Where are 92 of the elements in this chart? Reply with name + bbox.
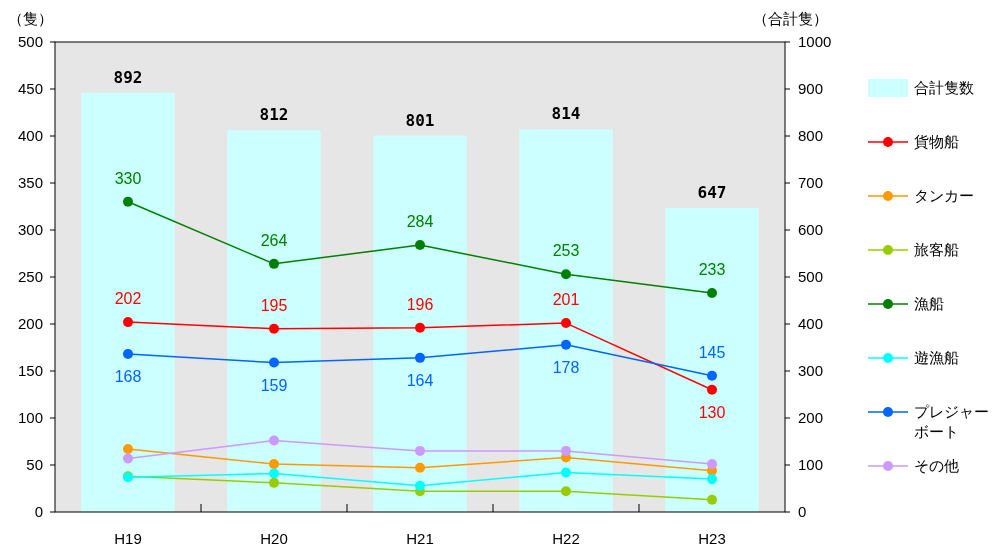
data-label: 201 bbox=[552, 291, 580, 309]
point bbox=[123, 444, 133, 455]
data-label: 159 bbox=[260, 376, 288, 394]
y-tick-label: 250 bbox=[17, 268, 43, 286]
y-tick-label: 200 bbox=[17, 315, 43, 333]
legend-label: プレジャーボート bbox=[914, 403, 989, 441]
bar bbox=[373, 135, 467, 512]
legend-label: 貨物船 bbox=[914, 133, 959, 151]
data-label: 812 bbox=[259, 105, 289, 125]
point bbox=[707, 370, 717, 381]
y2-tick-label: 200 bbox=[798, 409, 824, 427]
y-tick-label: 450 bbox=[17, 80, 43, 98]
data-label: 130 bbox=[698, 403, 726, 421]
point bbox=[269, 477, 279, 488]
data-label: 178 bbox=[552, 358, 580, 376]
point bbox=[269, 323, 279, 334]
point bbox=[707, 474, 717, 485]
data-label: 330 bbox=[114, 169, 142, 187]
point bbox=[561, 269, 571, 280]
point bbox=[269, 435, 279, 446]
point bbox=[561, 445, 571, 456]
point bbox=[269, 258, 279, 269]
y-tick-label: 400 bbox=[17, 127, 43, 145]
point bbox=[415, 480, 425, 491]
point bbox=[707, 459, 717, 470]
bar bbox=[81, 92, 175, 512]
legend-label: タンカー bbox=[914, 187, 974, 205]
y-tick-label: 500 bbox=[17, 33, 43, 51]
point bbox=[561, 467, 571, 478]
y2-tick-label: 400 bbox=[798, 315, 824, 333]
bar bbox=[519, 129, 613, 512]
x-tick-label: H22 bbox=[552, 530, 580, 547]
legend-label: 旅客船 bbox=[914, 241, 959, 259]
legend-label: 合計隻数 bbox=[914, 79, 974, 97]
point bbox=[269, 459, 279, 470]
legend-label: その他 bbox=[914, 457, 959, 475]
point bbox=[707, 384, 717, 395]
point bbox=[707, 287, 717, 298]
data-label: 195 bbox=[260, 296, 288, 314]
bar bbox=[665, 207, 759, 512]
y-tick-label: 100 bbox=[17, 409, 43, 427]
x-tick-label: H20 bbox=[260, 530, 288, 547]
data-label: 284 bbox=[406, 213, 434, 231]
point bbox=[415, 240, 425, 251]
point bbox=[269, 468, 279, 479]
x-tick-label: H23 bbox=[698, 530, 726, 547]
point bbox=[415, 445, 425, 456]
data-label: 233 bbox=[698, 260, 726, 278]
x-tick-label: H21 bbox=[406, 530, 434, 547]
point bbox=[415, 462, 425, 473]
data-label: 164 bbox=[406, 371, 434, 389]
data-label: 253 bbox=[552, 242, 580, 260]
data-label: 892 bbox=[113, 67, 143, 87]
point bbox=[415, 322, 425, 333]
y2-tick-label: 300 bbox=[798, 362, 824, 380]
y2-tick-label: 0 bbox=[798, 503, 807, 521]
point bbox=[123, 349, 133, 360]
point bbox=[561, 318, 571, 329]
data-label: 814 bbox=[551, 104, 581, 124]
point bbox=[269, 357, 279, 368]
y-axis-title: （隻） bbox=[8, 10, 53, 27]
legend-label: 漁船 bbox=[914, 295, 944, 313]
point bbox=[415, 352, 425, 363]
y2-tick-label: 100 bbox=[798, 456, 824, 474]
y2-tick-label: 600 bbox=[798, 221, 824, 239]
point bbox=[561, 339, 571, 350]
point bbox=[123, 453, 133, 464]
y-tick-label: 300 bbox=[17, 221, 43, 239]
point bbox=[561, 486, 571, 497]
y2-tick-label: 900 bbox=[798, 80, 824, 98]
y-tick-label: 150 bbox=[17, 362, 43, 380]
y2-tick-label: 700 bbox=[798, 174, 824, 192]
y-tick-label: 350 bbox=[17, 174, 43, 192]
data-label: 264 bbox=[260, 231, 288, 249]
y2-tick-label: 800 bbox=[798, 127, 824, 145]
y-tick-label: 50 bbox=[26, 456, 43, 474]
bar bbox=[227, 130, 321, 512]
data-label: 647 bbox=[697, 182, 727, 202]
point bbox=[123, 317, 133, 328]
legend-label: 遊漁船 bbox=[914, 349, 959, 367]
y-tick-label: 0 bbox=[34, 503, 43, 521]
data-label: 145 bbox=[698, 343, 726, 361]
data-label: 196 bbox=[406, 295, 434, 313]
y2-tick-label: 1000 bbox=[798, 33, 832, 51]
y2-axis-title: （合計隻） bbox=[752, 10, 828, 27]
data-label: 202 bbox=[114, 290, 142, 308]
x-tick-label: H19 bbox=[114, 530, 142, 547]
data-label: 168 bbox=[114, 368, 142, 386]
data-label: 801 bbox=[405, 110, 435, 130]
point bbox=[123, 196, 133, 207]
point bbox=[707, 494, 717, 505]
y2-tick-label: 500 bbox=[798, 268, 824, 286]
